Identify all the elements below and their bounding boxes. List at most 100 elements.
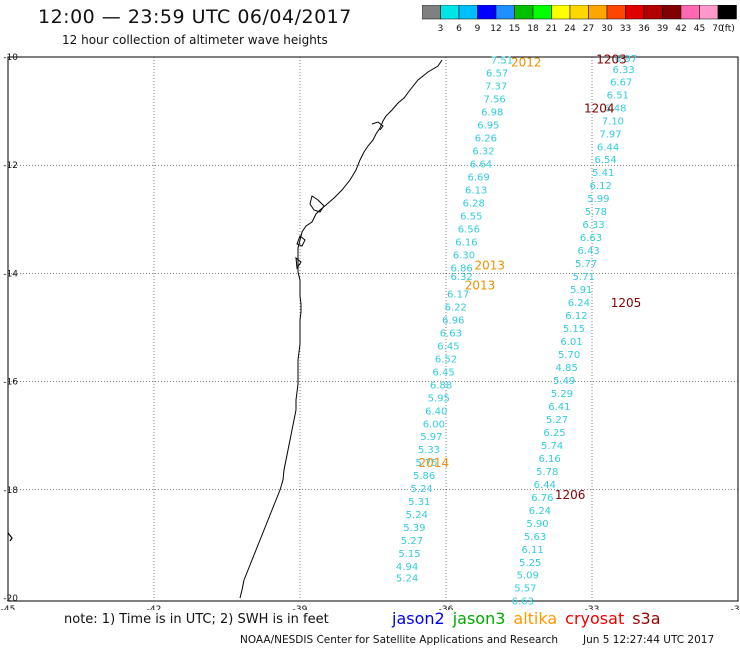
pass-time-label: 2012	[511, 55, 542, 69]
pass-time-label: 2013	[475, 258, 506, 272]
wave-height-value: 6.24	[568, 298, 590, 309]
pass-time-label: 1205	[611, 296, 642, 310]
colorbar-label: 18	[527, 24, 539, 34]
wave-height-value: 5.15	[563, 324, 585, 335]
colorbar-label: 30	[601, 24, 613, 34]
pass-time-label: 1206	[555, 488, 586, 502]
wave-height-value: 5.91	[570, 285, 592, 296]
longitude-label: -45	[1, 605, 16, 610]
wave-height-value: 6.11	[521, 545, 543, 556]
colorbar-label: 36	[638, 24, 650, 34]
wave-height-value: 4.85	[556, 363, 578, 374]
colorbar-label: 33	[620, 24, 631, 34]
altimeter-tracks: 7.51 6.57 7.37 7.56 6.98 6.95 6.26 6.32 6.64 6.69…	[396, 54, 637, 608]
wave-height-value: 5.27	[401, 536, 423, 547]
latitude-label: -10	[3, 53, 18, 63]
wave-height-value: 6.17	[447, 289, 469, 300]
wave-height-value: 6.44	[534, 480, 556, 491]
wave-height-value: 5.78	[585, 207, 607, 218]
wave-height-value: 6.01	[560, 337, 582, 348]
colorbar-label: 15	[509, 24, 520, 34]
wave-height-value: 5.25	[519, 558, 541, 569]
wave-height-value: 5.29	[551, 389, 573, 400]
wave-height-value: 5.77	[575, 259, 597, 270]
colorbar-label: 45	[694, 24, 705, 34]
wave-height-value: 6.51	[607, 90, 629, 101]
wave-height-value: 5.09	[517, 571, 539, 582]
wave-height-value: 6.45	[437, 341, 459, 352]
wave-height-value: 5.78	[536, 467, 558, 478]
credit-text: NOAA/NESDIS Center for Satellite Applica…	[240, 634, 558, 646]
wave-height-value: 6.98	[481, 108, 503, 119]
wave-height-value: 6.40	[425, 406, 447, 417]
pass-time-label: 1204	[584, 101, 615, 115]
generation-timestamp: Jun 5 12:27:44 UTC 2017	[583, 634, 715, 646]
wave-height-value: 6.63	[512, 597, 534, 608]
colorbar-unit: (ft)	[721, 24, 735, 34]
wave-height-value: 7.97	[599, 129, 621, 140]
wave-height-value: 6.41	[548, 402, 570, 413]
satellite-legend-item: jason2	[392, 609, 445, 628]
wave-height-value: 6.33	[582, 220, 604, 231]
longitude-label: -36	[439, 605, 454, 610]
wave-height-value: 5.49	[553, 376, 575, 387]
wave-height-value: 5.63	[524, 532, 546, 543]
axis-labels: -45 -42 -39 -36 -33 -30 -10 -12 -14 -16 -18 -20	[1, 53, 740, 610]
wave-height-value: 6.63	[440, 328, 462, 339]
wave-height-value: 6.54	[594, 155, 616, 166]
wave-height-value: 6.56	[458, 224, 480, 235]
wave-height-value: 5.15	[398, 549, 420, 560]
wave-height-value: 6.57	[486, 69, 508, 80]
wave-height-value: 6.13	[465, 186, 487, 197]
wave-height-value: 6.30	[453, 250, 475, 261]
wave-height-value: 5.31	[408, 497, 430, 508]
wave-height-value: 6.32	[450, 272, 472, 283]
wave-height-value: 6.55	[460, 212, 482, 223]
wave-height-value: 6.48	[604, 103, 626, 114]
satellite-legend-item: cryosat	[565, 609, 625, 628]
wave-height-value: 6.16	[455, 237, 477, 248]
wave-height-value: 6.33	[613, 65, 635, 76]
wave-height-value: 6.64	[470, 160, 492, 171]
pass-time-label: 2014	[419, 456, 450, 470]
satellite-legend-item: jason3	[452, 609, 506, 628]
wave-height-value: 6.25	[543, 428, 565, 439]
colorbar-label: 3	[438, 24, 444, 34]
coastline	[239, 59, 443, 599]
note-text: note: 1) Time is in UTC; 2) SWH is in fe…	[64, 612, 329, 627]
colorbar-label: 27	[583, 24, 594, 34]
pass-time-label: 1203	[596, 53, 627, 67]
wave-height-value: 7.56	[484, 95, 506, 106]
wave-height-value: 7.51	[491, 56, 513, 67]
latitude-label: -12	[3, 161, 18, 171]
wave-height-value: 7.37	[485, 82, 507, 93]
longitude-label: -42	[147, 605, 162, 610]
pass-time-label: 2013	[465, 278, 496, 292]
colorbar-swatch	[717, 5, 737, 20]
colorbar-label: 6	[456, 24, 462, 34]
longitude-label: -30	[731, 605, 740, 610]
satellite-legend-item: s3a	[632, 609, 661, 628]
colorbar-label: 12	[490, 24, 501, 34]
map-subtitle: 12 hour collection of altimeter wave hei…	[62, 33, 328, 47]
wave-height-value: 5.97	[420, 432, 442, 443]
wave-height-value: 6.12	[590, 181, 612, 192]
longitude-label: -33	[585, 605, 600, 610]
wave-height-value: 5.74	[541, 441, 563, 452]
wave-height-value: 6.63	[580, 233, 602, 244]
wave-height-value: 6.67	[610, 77, 632, 88]
grid-lines	[8, 57, 738, 598]
wave-height-value: 6.43	[577, 246, 599, 257]
wave-height-value: 5.24	[396, 573, 418, 584]
wave-height-value: 5.41	[592, 168, 614, 179]
wave-height-value: 6.76	[531, 493, 553, 504]
pass-labels: 2012 1203 1204 2013 2013 1205 2014 1206	[419, 53, 642, 503]
colorbar-label: 9	[475, 24, 481, 34]
map-frame	[7, 56, 739, 602]
wave-height-value: 6.24	[529, 506, 551, 517]
wave-height-value: 6.26	[475, 134, 497, 145]
wave-height-value: 5.71	[573, 272, 595, 283]
wave-height-value: 5.39	[403, 523, 425, 534]
wave-height-value: 6.00	[423, 419, 445, 430]
wave-height-value: 7.10	[602, 116, 624, 127]
